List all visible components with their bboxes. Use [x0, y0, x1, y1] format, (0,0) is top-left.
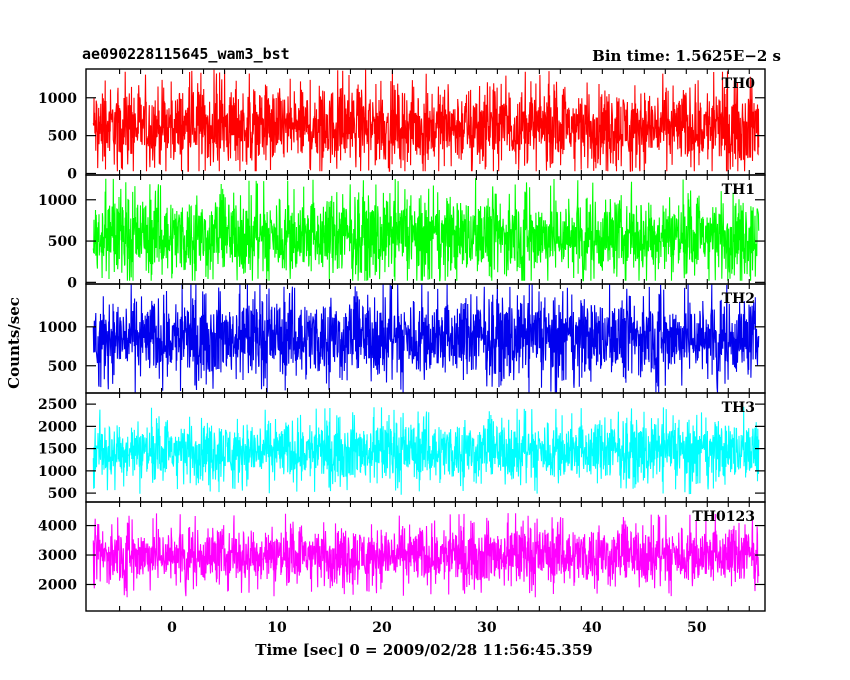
panel-label-th2: TH2: [722, 291, 755, 307]
y-tick-label: 2000: [38, 419, 77, 435]
panel-th3: 500 1000 1500 2000 2500 TH3: [38, 392, 766, 503]
y-tick-label: 1000: [38, 193, 77, 209]
x-tick-label: 10: [267, 620, 287, 636]
panel-th2: 500 1000 TH2: [38, 283, 766, 394]
series-line-th3: [92, 406, 760, 495]
x-tick-label: 20: [372, 620, 392, 636]
y-tick-label: 500: [48, 129, 77, 145]
series-line-th2: [92, 283, 760, 394]
chart-title-left: ae090228115645_wam3_bst: [82, 45, 290, 63]
y-tick-label: 2000: [38, 577, 77, 593]
panels-group: 05001000TH005001000TH15001000TH250010001…: [38, 68, 766, 636]
panel-label-th3: TH3: [722, 400, 755, 416]
y-tick-label: 3000: [38, 548, 77, 564]
x-tick-label: 0: [167, 620, 177, 636]
panel-th0: 0 500 1000 TH0: [38, 68, 766, 182]
series-line-th0: [92, 69, 760, 174]
panel-frame: [85, 501, 766, 612]
y-tick-label: 500: [48, 234, 77, 250]
y-tick-label: 1000: [38, 464, 77, 480]
y-tick-label: 500: [48, 486, 77, 502]
y-tick-label: 4000: [38, 519, 77, 535]
panel-label-th1: TH1: [722, 182, 755, 198]
x-tick-label: 40: [582, 620, 602, 636]
chart-title-right: Bin time: 1.5625E−2 s: [592, 47, 781, 65]
y-axis-label: Counts/sec: [5, 297, 23, 389]
panel-label-th0123: TH0123: [692, 509, 755, 525]
y-tick-label: 1500: [38, 442, 77, 458]
x-axis-label: Time [sec] 0 = 2009/02/28 11:56:45.359: [255, 641, 592, 659]
x-tick-label: 30: [477, 620, 497, 636]
series-line-th1: [92, 178, 760, 282]
y-tick-label: 2500: [38, 397, 77, 413]
panel-label-th0: TH0: [722, 76, 756, 92]
panel-th1: 0 500 1000 TH1: [38, 174, 766, 291]
panel-th0123: 2000 3000 4000 TH0123: [38, 501, 766, 612]
y-tick-label: 1000: [38, 91, 77, 107]
y-tick-label: 500: [48, 359, 77, 375]
y-tick-label: 0: [67, 275, 77, 291]
y-tick-label: 1000: [38, 320, 77, 336]
x-tick-label: 50: [687, 620, 707, 636]
y-tick-label: 0: [67, 166, 77, 182]
series-line-th0123: [92, 513, 760, 598]
